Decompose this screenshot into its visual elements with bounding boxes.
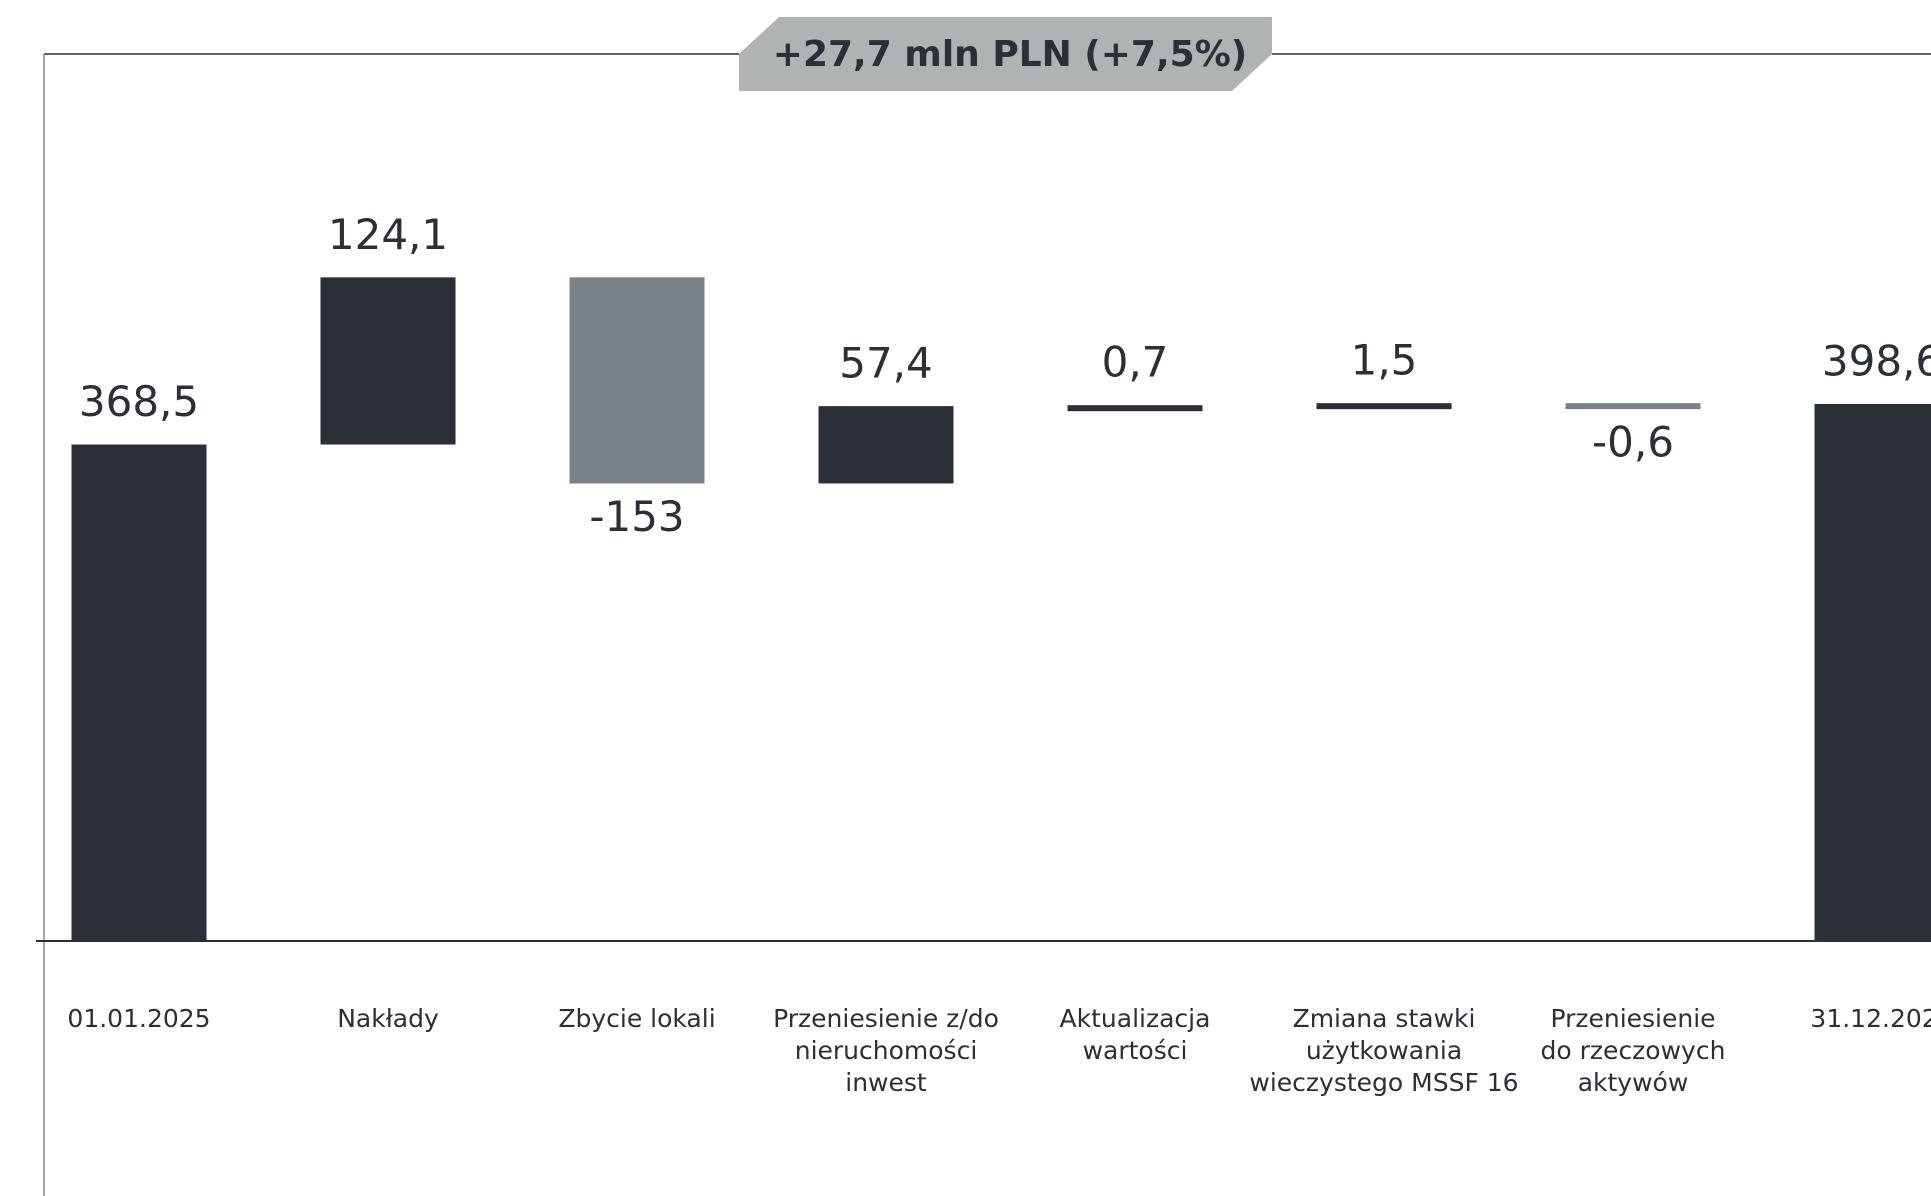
- category-line: Zbycie lokali: [558, 1004, 715, 1033]
- value-label: 57,4: [839, 339, 933, 388]
- category-line: Nakłady: [337, 1004, 439, 1033]
- category-line: Zmiana stawki: [1293, 1004, 1476, 1033]
- category-line: wieczystego MSSF 16: [1249, 1068, 1518, 1097]
- category-label: Zmiana stawki użytkowania wieczystego MSSF…: [1249, 1004, 1518, 1097]
- bar: [1067, 405, 1203, 412]
- category-label: 31.12.2025: [1810, 1004, 1931, 1033]
- title-banner: [739, 17, 1272, 91]
- category-label: Przeniesienie z/do nieruchomości inwest: [773, 1004, 999, 1097]
- category-line: 31.12.2025: [1810, 1004, 1931, 1033]
- category-line: do rzeczowych: [1541, 1036, 1726, 1065]
- category-label: Przeniesienie do rzeczowych aktywów: [1541, 1004, 1726, 1097]
- value-label: 368,5: [79, 377, 199, 426]
- bar: [818, 406, 954, 484]
- value-label: -0,6: [1592, 418, 1674, 467]
- value-label: 398,6: [1822, 336, 1931, 385]
- bar: [1316, 403, 1452, 410]
- value-label: 1,5: [1351, 336, 1418, 385]
- chart-title: +27,7 mln PLN (+7,5%): [773, 34, 1247, 75]
- category-line: inwest: [845, 1068, 927, 1097]
- category-label: Aktualizacja wartości: [1060, 1004, 1211, 1065]
- category-line: nieruchomości: [795, 1036, 978, 1065]
- category-line: aktywów: [1578, 1068, 1689, 1097]
- category-line: użytkowania: [1306, 1036, 1462, 1065]
- bar: [1565, 403, 1701, 410]
- value-label: 124,1: [328, 210, 448, 259]
- category-line: wartości: [1083, 1036, 1188, 1065]
- value-label: -153: [589, 492, 684, 541]
- category-label: Zbycie lokali: [558, 1004, 715, 1033]
- category-line: Przeniesienie z/do: [773, 1004, 999, 1033]
- bar: [569, 277, 705, 484]
- bar: [1814, 403, 1931, 942]
- category-line: Aktualizacja: [1060, 1004, 1211, 1033]
- category-line: 01.01.2025: [67, 1004, 210, 1033]
- category-label: 01.01.2025: [67, 1004, 210, 1033]
- value-label: 0,7: [1102, 338, 1169, 387]
- category-line: Przeniesienie: [1550, 1004, 1715, 1033]
- category-label: Nakłady: [337, 1004, 439, 1033]
- bar: [71, 444, 207, 941]
- bar: [320, 277, 456, 445]
